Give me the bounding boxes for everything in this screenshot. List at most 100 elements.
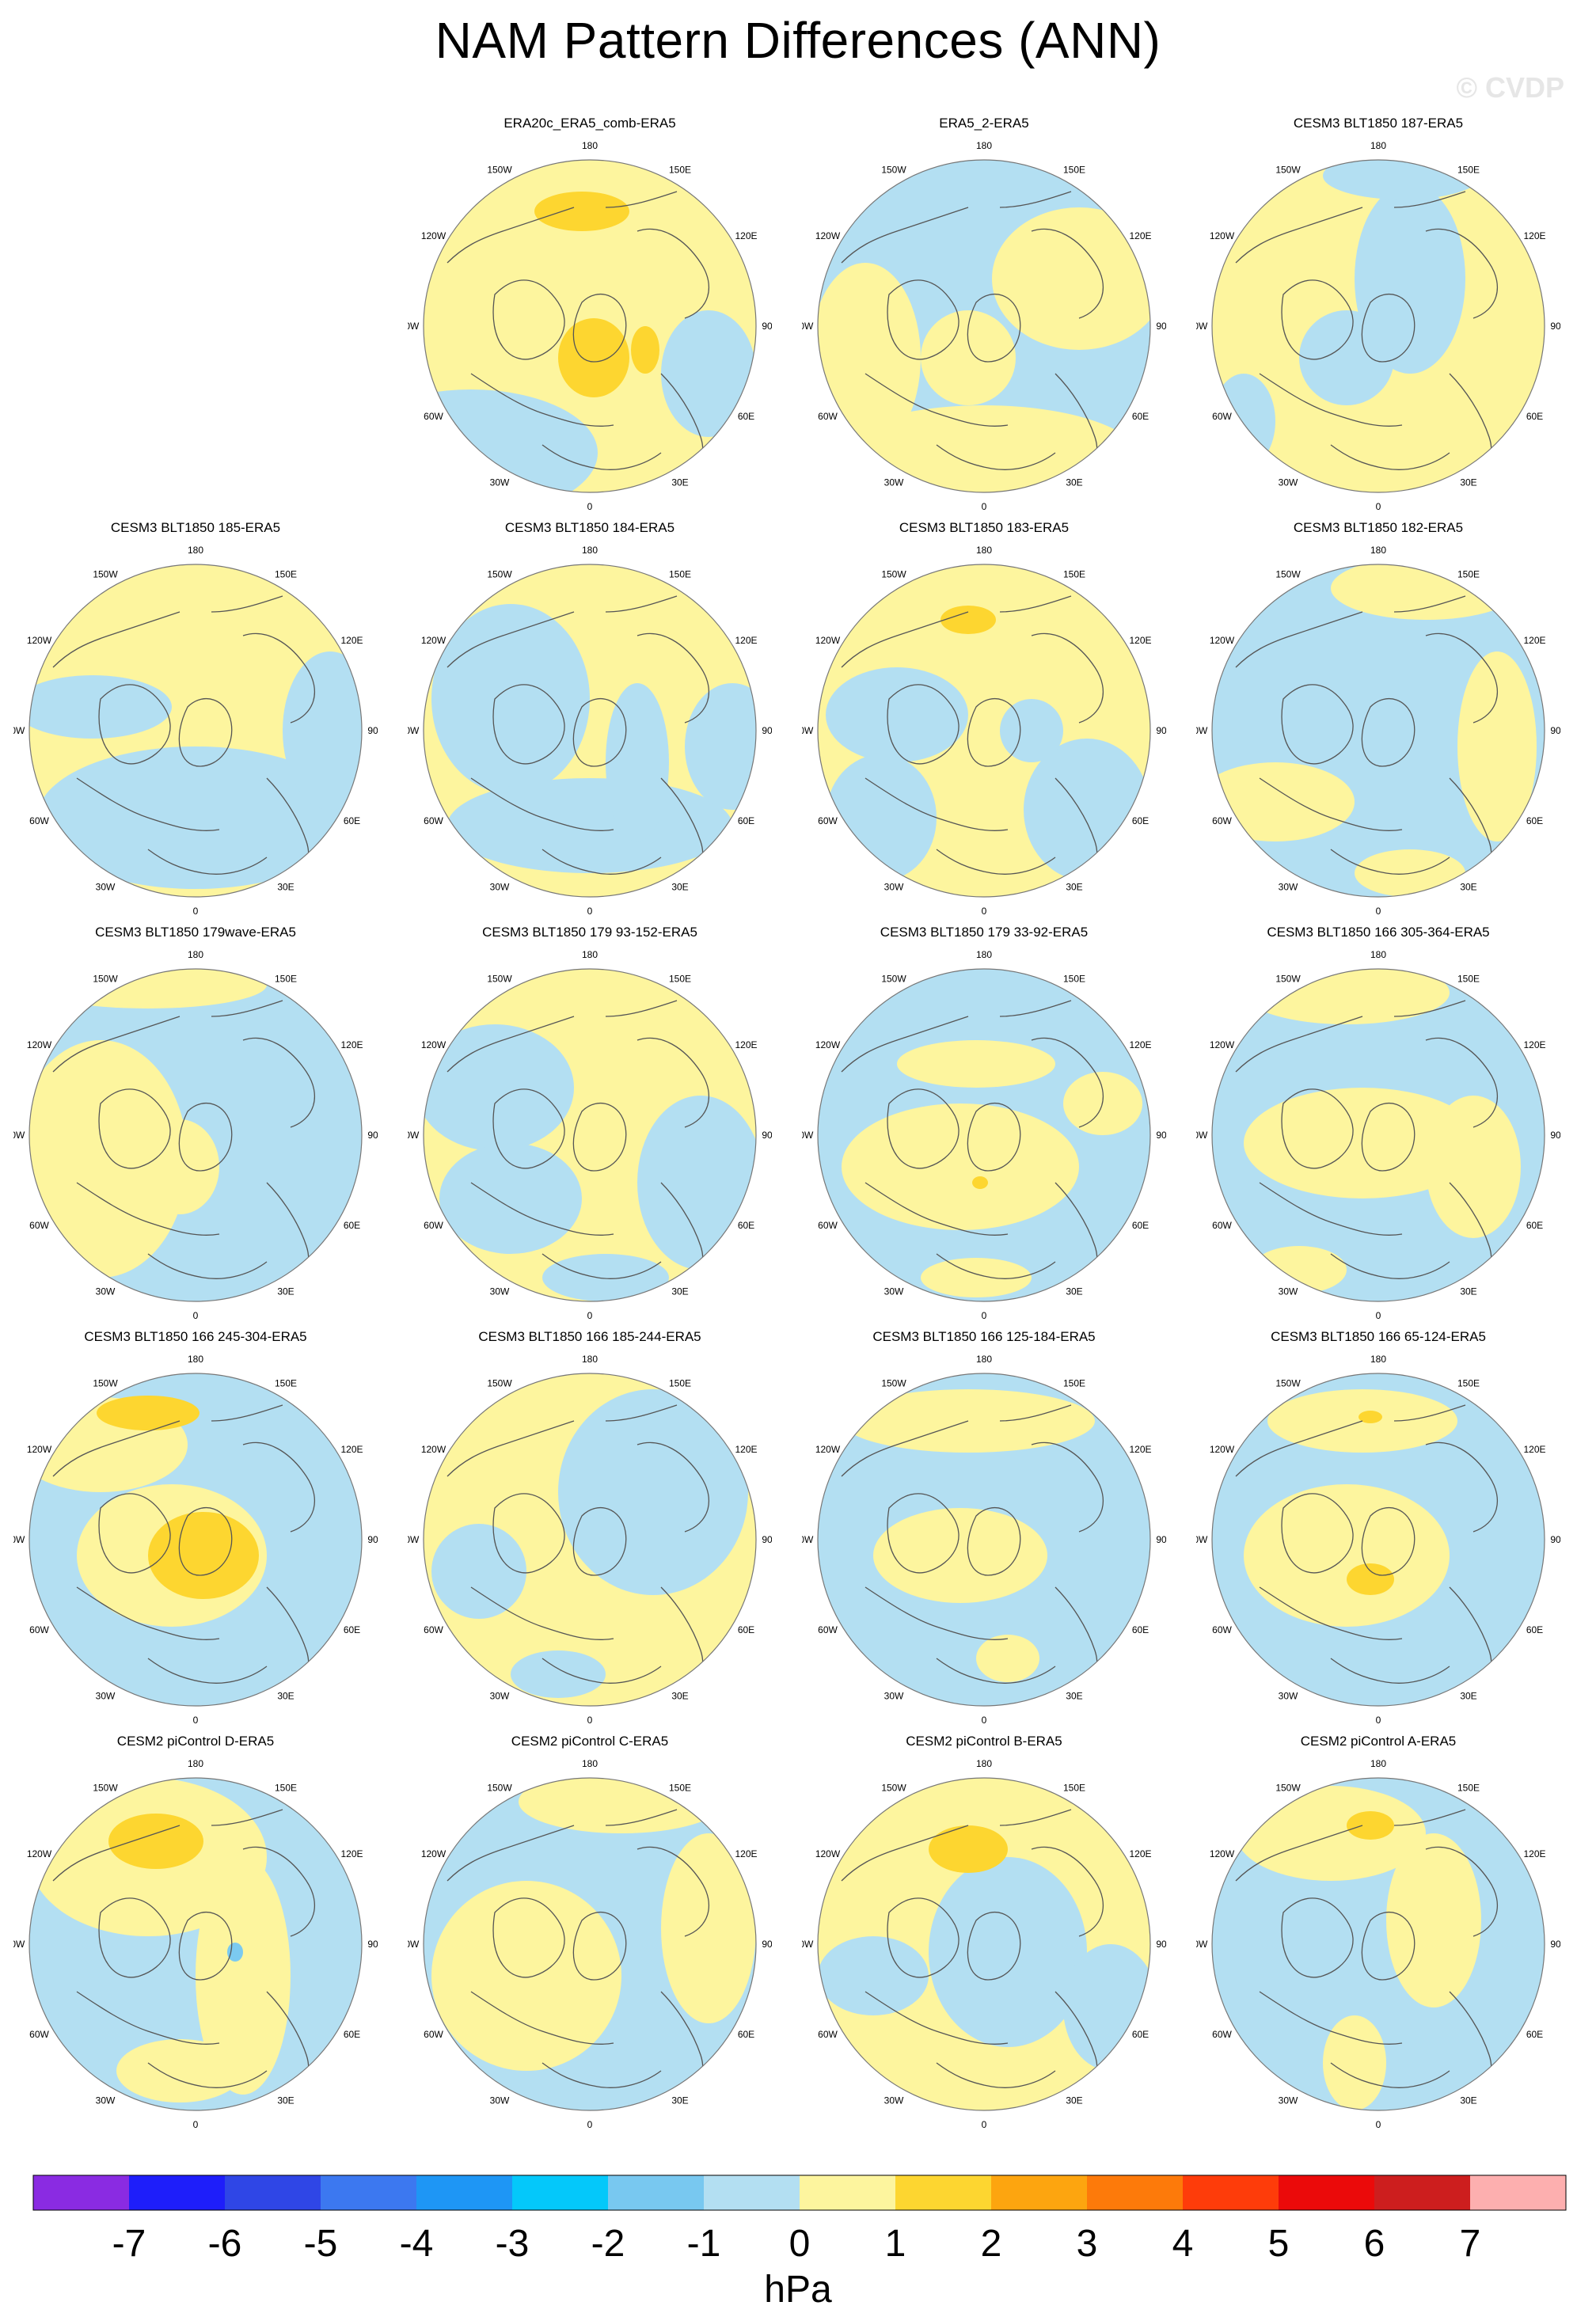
coastline: [242, 1846, 315, 1937]
longitude-label: 120E: [1523, 1039, 1545, 1050]
coastline: [211, 1404, 283, 1422]
longitude-label: 180: [188, 1758, 203, 1769]
contour-region: [1244, 1088, 1481, 1198]
contour-region: [921, 310, 1016, 405]
contour-region: [826, 667, 968, 762]
map-panel: ERA20c_ERA5_comb-ERA5 180 150E 120E 90E 60E 30…: [408, 116, 772, 527]
longitude-label: 120E: [1129, 1444, 1151, 1455]
longitude-label: 150E: [1457, 165, 1480, 176]
coastline: [605, 595, 678, 613]
longitude-label: 180: [1370, 545, 1386, 556]
panel-title: CESM3 BLT1850 185-ERA5: [110, 520, 281, 535]
coastline: [242, 1441, 315, 1533]
longitude-label: 0: [587, 2119, 593, 2130]
coastline: [1330, 1253, 1450, 1279]
longitude-label: 150W: [487, 1378, 512, 1389]
coastline: [887, 1088, 960, 1169]
map-panel: CESM3 BLT1850 179wave-ERA5 180 150E 120E 90E…: [13, 925, 378, 1336]
longitude-label: 60W: [818, 2029, 838, 2040]
longitude-label: 150W: [1275, 165, 1301, 176]
coastline: [936, 849, 1056, 875]
longitude-label: 60W: [424, 411, 443, 422]
longitude-label: 30E: [671, 882, 688, 893]
coastline: [572, 1507, 627, 1576]
colorbar-swatch: [225, 2175, 321, 2210]
coastline: [98, 1897, 171, 1978]
longitude-label: 30W: [1279, 1691, 1298, 1702]
longitude-label: 120E: [1129, 230, 1151, 241]
coastline: [864, 777, 1009, 831]
coastline: [470, 1586, 614, 1640]
contour-region: [534, 192, 629, 231]
coastline: [1259, 1182, 1403, 1236]
coastline: [1393, 1000, 1466, 1017]
longitude-label: 30E: [1066, 2095, 1082, 2106]
polar-map: 180 150E 120E 90E 60E 30E 0 30W 60W 90W 120W 150W: [408, 1758, 772, 2130]
longitude-label: 120W: [421, 1848, 446, 1859]
coastline: [636, 1441, 709, 1533]
coastline: [572, 698, 627, 767]
longitude-label: 60W: [29, 815, 49, 826]
contour-region: [685, 683, 756, 810]
colorbar-tick-label: -3: [496, 2223, 530, 2265]
map-boundary: [28, 564, 363, 898]
longitude-label: 120E: [735, 1444, 757, 1455]
map-boundary: [28, 1373, 363, 1707]
contour-region: [921, 1258, 1032, 1297]
polar-map: 180 150E 120E 90E 60E 30E 0 30W 60W 90W 120W 150W: [13, 545, 378, 917]
contour-region: [1386, 1833, 1481, 2007]
map-boundary: [1211, 564, 1545, 898]
panel-title: ERA5_2-ERA5: [939, 116, 1029, 131]
contour-region: [1252, 1246, 1347, 1293]
coastline: [178, 1103, 233, 1172]
longitude-label: 150E: [1063, 165, 1085, 176]
coastline: [52, 1825, 180, 1882]
coastline: [936, 444, 1056, 470]
coastline: [936, 1253, 1056, 1279]
map-panel: CESM3 BLT1850 166 125-184-ERA5 180 150E 120…: [802, 1329, 1166, 1741]
longitude-label: 90E: [1550, 1939, 1560, 1950]
coastline: [1361, 698, 1416, 767]
longitude-label: 120W: [1210, 1039, 1235, 1050]
panel-title: CESM3 BLT1850 183-ERA5: [899, 520, 1070, 535]
contour-region: [148, 1512, 259, 1599]
longitude-label: 60E: [738, 1624, 754, 1635]
contour-region: [929, 1857, 1087, 2047]
longitude-label: 30W: [1279, 882, 1298, 893]
longitude-label: 60W: [818, 1624, 838, 1635]
longitude-label: 120W: [27, 1444, 52, 1455]
contour-region: [1244, 969, 1450, 1024]
contour-region: [637, 1096, 756, 1270]
contour-region: [37, 746, 354, 889]
longitude-label: 90W: [13, 1534, 25, 1545]
coastline: [178, 1507, 233, 1576]
longitude-label: 150W: [881, 974, 906, 985]
map-boundary: [423, 159, 757, 493]
longitude-label: 180: [582, 949, 598, 960]
map-panel: CESM2 piControl B-ERA5 180 150E 120E 90E 60E 3…: [802, 1734, 1166, 2145]
colorbar-swatch: [1087, 2175, 1183, 2210]
polar-map: 180 150E 120E 90E 60E 30E 0 30W 60W 90W 120W 150W: [1196, 140, 1560, 512]
coastline: [1259, 777, 1403, 831]
longitude-label: 60E: [1132, 411, 1149, 422]
longitude-label: 180: [188, 949, 203, 960]
coastline: [1259, 1991, 1403, 2045]
longitude-label: 0: [587, 906, 593, 917]
longitude-label: 0: [982, 906, 987, 917]
coastline: [211, 595, 283, 613]
longitude-label: 30W: [1279, 477, 1298, 488]
coastline: [1281, 279, 1354, 360]
coastline: [470, 1991, 614, 2045]
coastline: [178, 698, 233, 767]
longitude-label: 150W: [487, 569, 512, 580]
colorbar-swatch: [800, 2175, 895, 2210]
longitude-label: 30E: [671, 1691, 688, 1702]
contour-region: [631, 326, 659, 374]
coastline: [1361, 294, 1416, 363]
panel-title: CESM3 BLT1850 182-ERA5: [1293, 520, 1464, 535]
coastline: [967, 1912, 1021, 1981]
longitude-label: 0: [982, 501, 987, 512]
colorbar-swatch: [129, 2175, 225, 2210]
map-panel: ERA5_2-ERA5 180 150E 120E 90E 60E 30E 0 30W 60W 90…: [802, 116, 1166, 527]
coastline: [605, 1000, 678, 1017]
